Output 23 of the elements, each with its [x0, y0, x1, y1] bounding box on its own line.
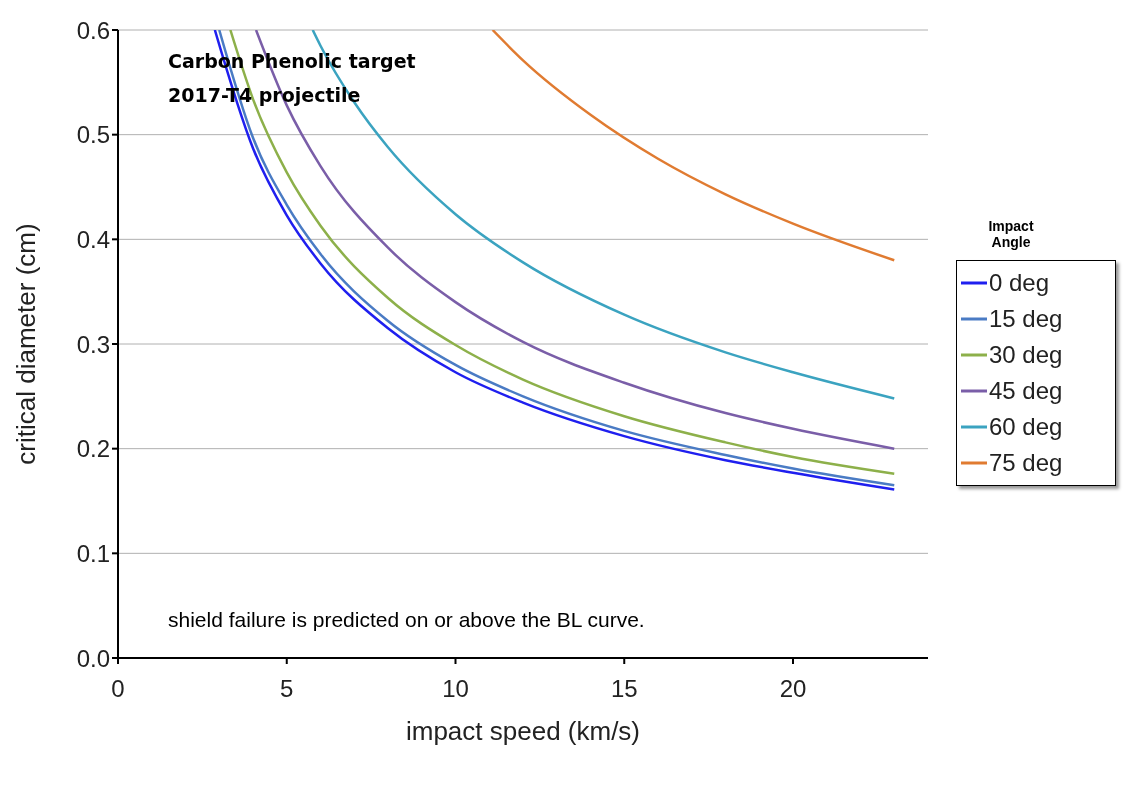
x-tick-label: 10: [442, 675, 469, 703]
y-axis-title: critical diameter (cm): [11, 223, 42, 465]
x-tick-label: 5: [280, 675, 294, 703]
x-tick-label: 15: [610, 675, 638, 703]
y-tick-label: 0.5: [76, 121, 110, 149]
legend-label: 30 deg: [989, 341, 1063, 369]
legend-label: 45 deg: [989, 377, 1063, 405]
x-tick-label: 20: [779, 675, 807, 703]
x-axis-title: impact speed (km/s): [405, 716, 641, 746]
y-tick-label: 0.6: [76, 16, 110, 44]
y-tick-label: 0.1: [76, 539, 110, 567]
legend-label: 75 deg: [989, 449, 1063, 477]
y-tick-label: 0.2: [76, 435, 110, 463]
legend-title: Impact Angle: [987, 218, 1035, 250]
legend-label: 0 deg: [989, 269, 1050, 297]
annotation: shield failure is predicted on or above the BL curve.: [168, 608, 645, 632]
y-tick-label: 0.0: [76, 644, 110, 672]
line-series: [491, 30, 896, 262]
y-tick-label: 0.3: [76, 330, 110, 358]
legend-label: 60 deg: [989, 413, 1063, 441]
y-tick-label: 0.4: [76, 225, 110, 253]
x-tick-label: 0: [111, 675, 125, 703]
legend-label: 15 deg: [989, 305, 1063, 333]
